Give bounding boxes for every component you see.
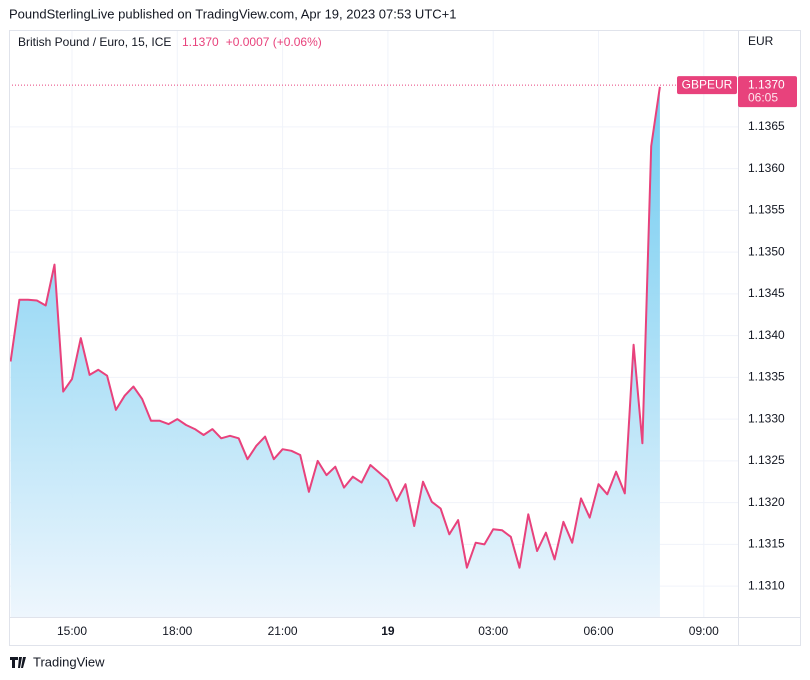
x-tick-label: 09:00 <box>689 624 719 638</box>
x-tick-label: 15:00 <box>57 624 87 638</box>
y-tick-label: 1.1320 <box>748 495 785 509</box>
y-tick-label: 1.1315 <box>748 537 785 551</box>
price-box <box>738 76 797 108</box>
x-tick-label: 03:00 <box>478 624 508 638</box>
symbol-label: GBPEUR <box>682 77 733 91</box>
y-tick-label: 1.1310 <box>748 578 785 592</box>
frame <box>9 30 801 646</box>
y-tick-label: 1.1340 <box>748 328 785 342</box>
y-tick-label: 1.1350 <box>748 244 785 258</box>
price-label: 1.1370 <box>748 77 785 91</box>
area-fill <box>10 86 660 618</box>
logo <box>10 657 26 668</box>
x-tick-label: 18:00 <box>162 624 192 638</box>
footer: TradingView <box>33 654 105 669</box>
header: PoundSterlingLive published on TradingVi… <box>9 6 456 21</box>
footer-logo: TradingView <box>10 654 105 669</box>
y-tick-label: 1.1365 <box>748 119 785 133</box>
y-tick-label: 1.1325 <box>748 453 785 467</box>
legend-price: 1.1370 <box>182 35 219 49</box>
y-tick-label: 1.1345 <box>748 286 785 300</box>
x-tick-label: 19 <box>381 624 395 638</box>
y-tick-label: 1.1355 <box>748 203 785 217</box>
axis-label: EUR <box>748 34 774 48</box>
price-line <box>9 86 661 569</box>
countdown-label: 06:05 <box>748 90 778 104</box>
legend-name: British Pound / Euro, 15, ICE <box>18 35 171 49</box>
axes: 1.1310 1.1315 1.1320 1.1325 1.1330 1.1335 1.13… <box>57 76 797 638</box>
y-tick-label: 1.1360 <box>748 161 785 175</box>
y-tick-label: 1.1335 <box>748 370 785 384</box>
legend-change: +0.0007 (+0.06%) <box>226 35 322 49</box>
symbol-box <box>677 76 737 95</box>
x-tick-label: 21:00 <box>268 624 298 638</box>
plot <box>9 84 676 618</box>
y-tick-label: 1.1330 <box>748 411 785 425</box>
x-tick-label: 06:00 <box>583 624 613 638</box>
